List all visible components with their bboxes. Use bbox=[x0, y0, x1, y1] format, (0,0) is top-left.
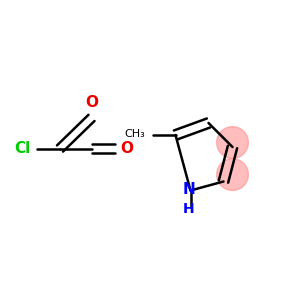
Text: O: O bbox=[85, 95, 98, 110]
Circle shape bbox=[217, 159, 248, 190]
Text: CH₃: CH₃ bbox=[125, 129, 146, 140]
Text: H: H bbox=[183, 202, 195, 216]
Text: Cl: Cl bbox=[14, 141, 31, 156]
Text: N: N bbox=[183, 182, 195, 196]
Text: O: O bbox=[120, 141, 134, 156]
Circle shape bbox=[217, 127, 248, 158]
